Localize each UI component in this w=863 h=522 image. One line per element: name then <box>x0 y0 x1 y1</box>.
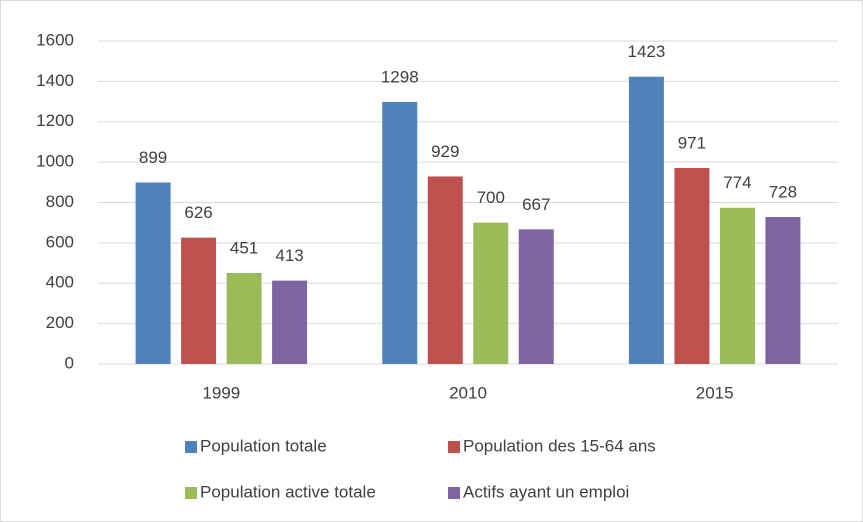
data-label: 899 <box>139 148 167 167</box>
legend-label: Population active totale <box>200 482 376 501</box>
data-label: 667 <box>522 195 550 214</box>
y-tick-label: 0 <box>65 353 74 372</box>
y-tick-label: 1000 <box>36 152 74 171</box>
legend-swatch <box>185 487 197 499</box>
bar <box>518 229 554 364</box>
data-label: 413 <box>275 246 303 265</box>
bar <box>382 101 418 364</box>
y-tick-label: 200 <box>46 313 74 332</box>
bar <box>473 222 509 364</box>
data-label: 929 <box>431 142 459 161</box>
data-label: 700 <box>477 188 505 207</box>
y-tick-label: 1400 <box>36 71 74 90</box>
legend-swatch <box>448 487 460 499</box>
bar <box>628 76 664 364</box>
bar <box>181 237 217 364</box>
y-tick-label: 800 <box>46 192 74 211</box>
bar <box>135 182 171 364</box>
y-tick-label: 600 <box>46 232 74 251</box>
data-label: 1423 <box>628 42 666 61</box>
y-tick-label: 400 <box>46 273 74 292</box>
data-label: 971 <box>678 133 706 152</box>
y-tick-label: 1200 <box>36 111 74 130</box>
data-label: 451 <box>230 238 258 257</box>
x-tick-label: 2015 <box>696 383 734 402</box>
data-label: 1298 <box>381 67 419 86</box>
legend-label: Population des 15-64 ans <box>463 436 656 455</box>
bar <box>427 176 463 364</box>
bar <box>272 280 308 364</box>
legend-swatch <box>185 441 197 453</box>
bar <box>226 272 262 364</box>
x-tick-label: 1999 <box>202 383 240 402</box>
bar <box>719 207 755 364</box>
legend-label: Population totale <box>200 436 327 455</box>
bar <box>674 167 710 364</box>
bar <box>765 217 801 364</box>
data-label: 728 <box>769 183 797 202</box>
data-label: 626 <box>184 203 212 222</box>
legend-swatch <box>448 441 460 453</box>
legend-label: Actifs ayant un emploi <box>463 482 629 501</box>
data-label: 774 <box>723 173 751 192</box>
y-tick-label: 1600 <box>36 30 74 49</box>
x-tick-label: 2010 <box>449 383 487 402</box>
